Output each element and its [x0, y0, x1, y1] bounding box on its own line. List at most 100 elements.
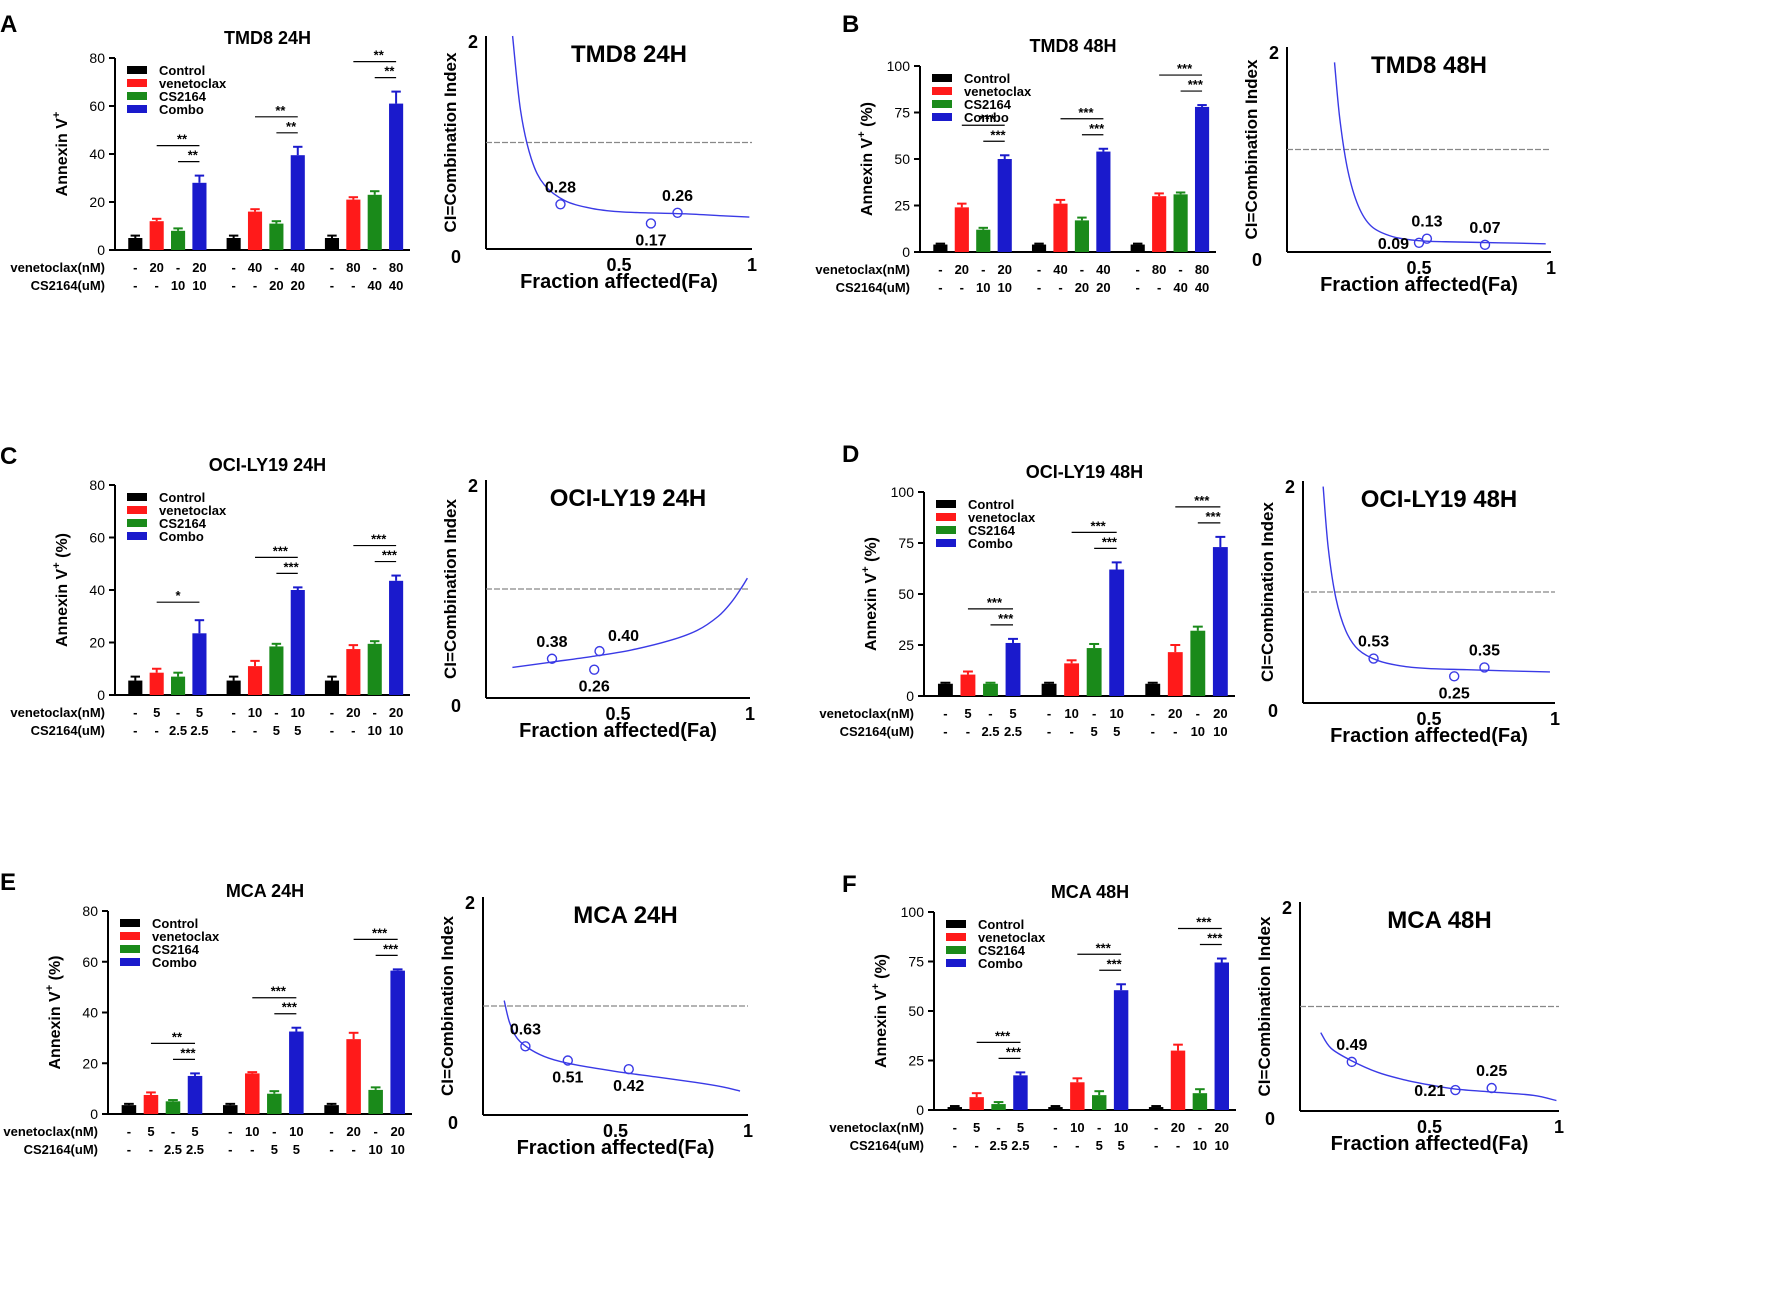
cs2164-dose: 2.5: [186, 1142, 204, 1157]
bar: [324, 238, 340, 250]
ci-x-tick-label: 0: [1265, 1109, 1275, 1129]
sig-label: ***: [382, 548, 398, 563]
ci-y-tick-label: 2: [1269, 43, 1279, 63]
sig-label: ***: [980, 111, 996, 126]
cs2164-dose: -: [960, 280, 964, 295]
ci-x-tick-label: 1: [747, 255, 757, 275]
bar: [324, 680, 340, 695]
legend-label: Combo: [159, 529, 204, 544]
cs2164-dose: 20: [1096, 280, 1110, 295]
bar: [389, 580, 404, 695]
venetoclax-row-label: venetoclax(nM): [10, 260, 105, 275]
bar: [143, 1094, 159, 1114]
ci-x-tick-label: 0: [1268, 701, 1278, 721]
legend-label: Combo: [152, 955, 197, 970]
venetoclax-dose: -: [1154, 1120, 1158, 1135]
bar: [222, 1105, 238, 1114]
bar-chart-title: MCA 24H: [226, 881, 304, 901]
venetoclax-dose: 40: [248, 260, 262, 275]
bar: [1130, 244, 1145, 252]
cs2164-dose: -: [351, 1142, 355, 1157]
ci-y-axis-label: CI=Combination Index: [1255, 916, 1274, 1096]
bar: [245, 1073, 260, 1114]
venetoclax-dose: -: [988, 706, 992, 721]
bar: [128, 680, 143, 695]
bar: [192, 182, 207, 250]
venetoclax-dose: -: [1178, 262, 1182, 277]
cs2164-dose: -: [330, 278, 334, 293]
bar-chart-title: TMD8 48H: [1029, 36, 1116, 56]
bar: [226, 238, 241, 250]
legend-label: venetoclax: [968, 510, 1036, 525]
y-tick-label: 40: [89, 146, 105, 162]
cs2164-dose: -: [330, 723, 334, 738]
ci-y-tick-label: 2: [1285, 477, 1295, 497]
y-tick-label: 75: [898, 535, 914, 551]
venetoclax-dose: 10: [1109, 706, 1123, 721]
cs2164-dose: -: [1069, 724, 1073, 739]
ci-x-tick-label: 1: [745, 704, 755, 724]
cs2164-dose: -: [1157, 280, 1161, 295]
y-tick-label: 20: [89, 635, 105, 651]
sig-label: ***: [383, 941, 399, 956]
cs2164-row-label: CS2164(uM): [836, 280, 910, 295]
bar: [226, 680, 241, 695]
y-tick-label: 75: [894, 105, 910, 121]
cs2164-dose: 40: [389, 278, 403, 293]
bar: [1194, 106, 1210, 252]
sig-label: *: [176, 588, 182, 603]
y-tick-label: 0: [916, 1102, 924, 1118]
ci-y-tick-label: 2: [468, 476, 478, 496]
y-axis-label: Annexin V+ (%): [51, 533, 71, 647]
ci-x-axis-label: Fraction affected(Fa): [1331, 1133, 1529, 1155]
ci-x-tick-label: 1: [1546, 258, 1556, 278]
ci-chart: 2 0 0.5 1 Fraction affected(Fa) CI=Combinatio…: [1255, 898, 1564, 1155]
ci-chart: 2 0 0.5 1 Fraction affected(Fa) CI=Combinatio…: [1242, 43, 1556, 296]
venetoclax-dose: 20: [1213, 706, 1227, 721]
legend-swatch: [936, 500, 956, 508]
venetoclax-dose: 5: [196, 705, 203, 720]
sig-label: ***: [998, 611, 1014, 626]
cs2164-row-label: CS2164(uM): [850, 1138, 924, 1153]
legend-swatch: [127, 79, 147, 87]
venetoclax-dose: -: [133, 260, 137, 275]
ci-x-tick-label: 0.5: [1417, 1117, 1442, 1137]
venetoclax-dose: 20: [1168, 706, 1182, 721]
sig-label: ***: [282, 1000, 298, 1015]
y-tick-label: 0: [902, 244, 910, 260]
ci-curve: [1322, 486, 1550, 673]
venetoclax-row-label: venetoclax(nM): [829, 1120, 924, 1135]
ci-point-label: 0.26: [579, 679, 610, 696]
sig-label: ***: [1196, 915, 1212, 930]
bar: [997, 159, 1012, 252]
ci-point-label: 0.13: [1411, 214, 1442, 231]
y-tick-label: 80: [89, 477, 105, 493]
ci-point-label: 0.38: [536, 634, 567, 651]
legend-label: CS2164: [159, 516, 207, 531]
legend-label: CS2164: [964, 97, 1012, 112]
cs2164-row-label: CS2164(uM): [31, 723, 105, 738]
venetoclax-dose: -: [943, 706, 947, 721]
venetoclax-dose: 20: [1171, 1120, 1185, 1135]
venetoclax-dose: 10: [248, 705, 262, 720]
bar: [289, 1031, 304, 1114]
cs2164-dose: 20: [291, 278, 305, 293]
legend-swatch: [120, 932, 140, 940]
bar: [121, 1105, 137, 1114]
ci-point-label: 0.35: [1469, 642, 1500, 659]
venetoclax-dose: -: [171, 1124, 175, 1139]
bar: [1092, 1095, 1107, 1110]
bar: [346, 1039, 361, 1114]
ci-chart: 2 0 0.5 1 Fraction affected(Fa) CI=Combinatio…: [441, 476, 755, 742]
bar: [1053, 203, 1068, 252]
venetoclax-row-label: venetoclax(nM): [10, 705, 105, 720]
sig-label: ***: [1188, 77, 1204, 92]
legend-swatch: [946, 920, 966, 928]
bar: [1167, 652, 1183, 696]
cs2164-dose: -: [1173, 724, 1177, 739]
bar: [960, 674, 976, 696]
venetoclax-dose: -: [231, 260, 235, 275]
venetoclax-dose: -: [1196, 706, 1200, 721]
bar: [1005, 642, 1021, 696]
